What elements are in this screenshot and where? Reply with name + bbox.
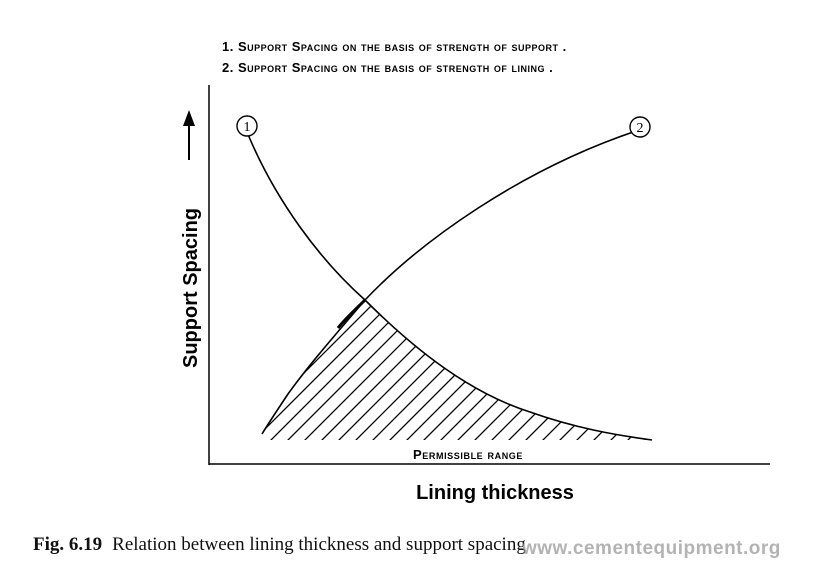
y-axis-arrow (183, 110, 195, 160)
hatch-line (575, 300, 652, 440)
chart-legend: 1. Support Spacing on the basis of stren… (222, 36, 567, 78)
curve-2 (261, 130, 637, 435)
curve-2-marker-label: 2 (637, 121, 644, 136)
hatch-line (258, 300, 399, 440)
figure-number: Fig. 6.19 (33, 534, 103, 555)
hatch-line (558, 300, 652, 440)
x-axis-label: Lining thickness (416, 482, 574, 504)
curve-1-marker: 1 (236, 115, 258, 137)
hatch-line (661, 296, 806, 441)
hatch-line (643, 300, 652, 440)
figure-caption-text: Relation between lining thickness and su… (112, 534, 526, 555)
figure-caption: Fig. 6.19 Relation between lining thickne… (33, 534, 526, 556)
curve-2-marker: 2 (629, 116, 651, 138)
y-axis-label: Support Spacing (180, 208, 202, 368)
hatch-line (592, 300, 652, 440)
legend-line-2: 2. Support Spacing on the basis of stren… (222, 60, 554, 75)
hatch-line (678, 296, 823, 441)
hatch-line (541, 300, 652, 440)
hatch-line (524, 300, 652, 440)
legend-line-1: 1. Support Spacing on the basis of stren… (222, 39, 567, 54)
hatch-line (609, 300, 652, 440)
hatch-line (626, 300, 652, 440)
region-label: Permissible range (413, 447, 523, 462)
hatch-line (695, 296, 824, 441)
hatch-line (507, 300, 652, 440)
curve-2-thick-segment (336, 298, 367, 329)
curve-1 (246, 131, 653, 441)
curve-1-marker-label: 1 (244, 120, 251, 135)
watermark: www.cementequipment.org (522, 538, 781, 559)
hatch-region (258, 296, 824, 441)
hatch-line (490, 300, 637, 440)
